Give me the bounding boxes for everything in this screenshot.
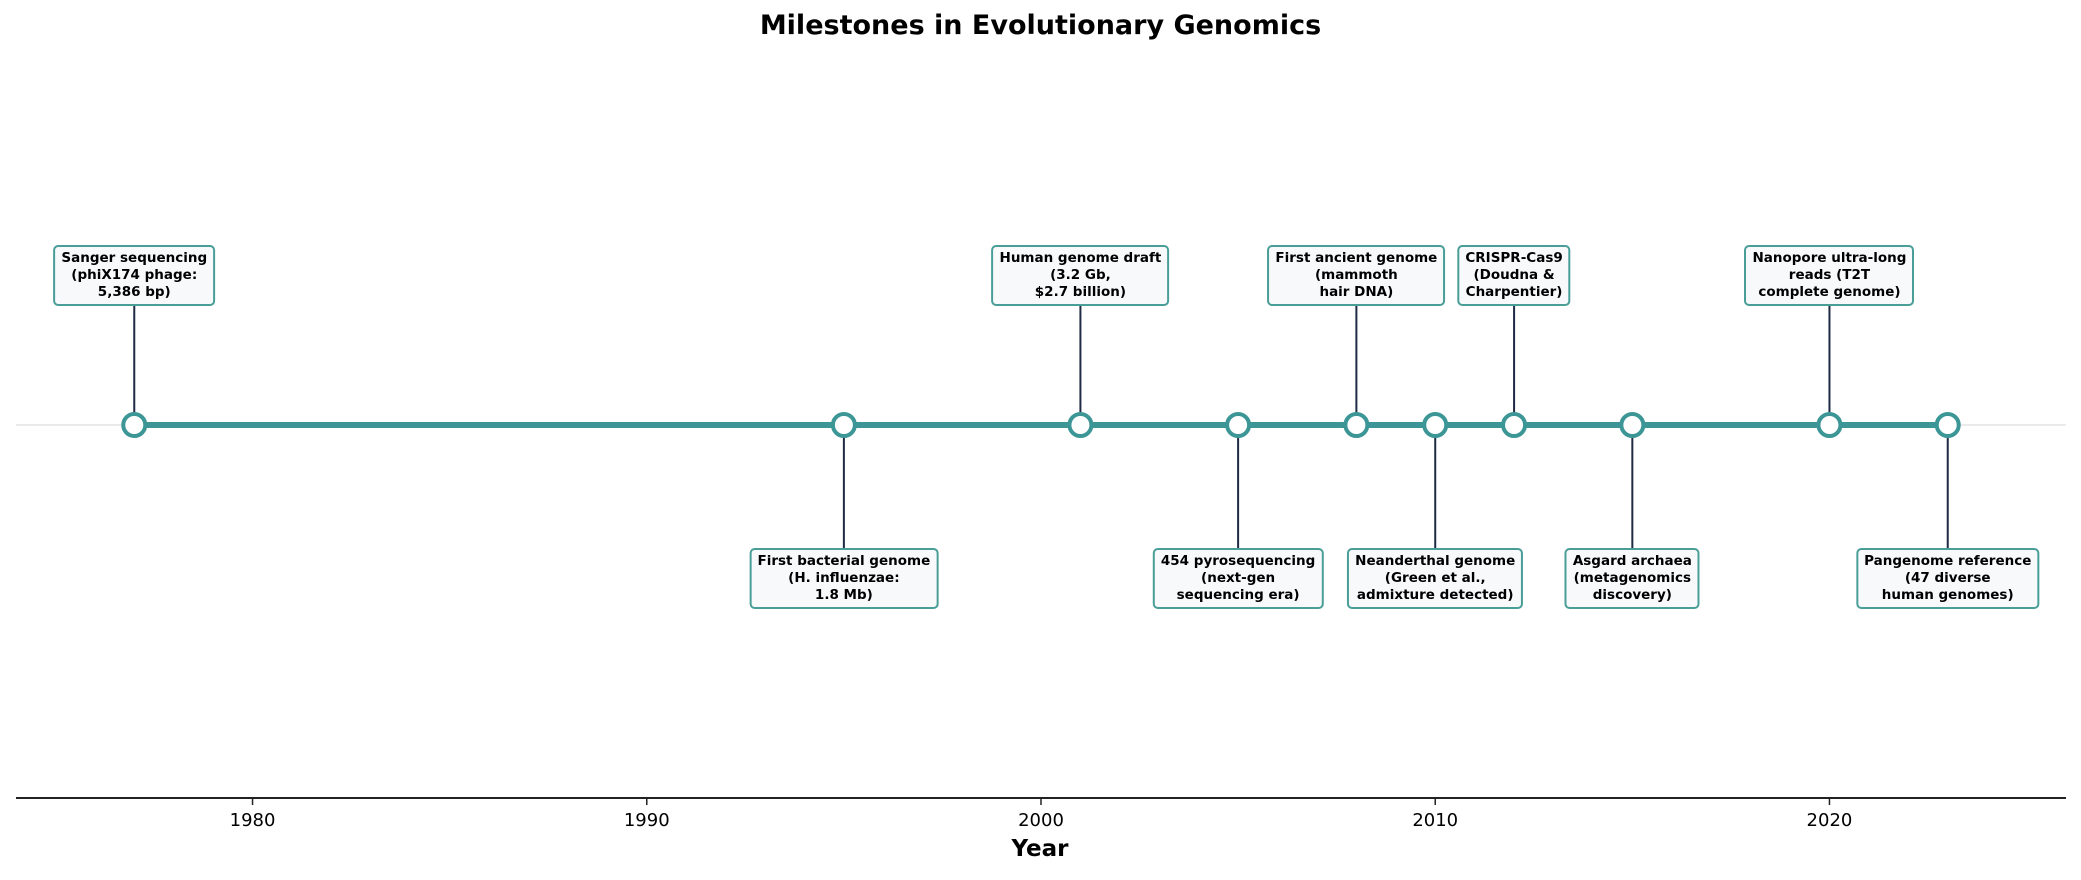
- x-tick-label: 2000: [1018, 810, 1064, 831]
- event-label: Asgard archaea (metagenomics discovery): [1564, 548, 1700, 609]
- event-marker: [1067, 412, 1094, 438]
- event-marker: [1225, 412, 1252, 438]
- chart-title: Milestones in Evolutionary Genomics: [759, 10, 1322, 41]
- event-marker: [1422, 412, 1449, 438]
- event-label: First bacterial genome (H. influenzae: 1…: [749, 548, 939, 609]
- event-marker: [1343, 412, 1370, 438]
- x-tick-label: 2010: [1412, 810, 1459, 831]
- event-label: CRISPR-Cas9 (Doudna & Charpentier): [1457, 245, 1571, 306]
- event-label: 454 pyrosequencing (next-gen sequencing …: [1152, 548, 1324, 609]
- event-label: Sanger sequencing (phiX174 phage: 5,386 …: [53, 245, 216, 306]
- event-marker: [1934, 412, 1961, 438]
- event-label: Neanderthal genome (Green et al., admixt…: [1347, 548, 1524, 609]
- x-tick-label: 1990: [623, 810, 670, 831]
- event-marker: [830, 412, 857, 438]
- event-marker: [1816, 412, 1843, 438]
- event-label: Nanopore ultra-long reads (T2T complete …: [1744, 245, 1915, 306]
- event-label: Human genome draft (3.2 Gb, $2.7 billion…: [991, 245, 1170, 306]
- event-label: First ancient genome (mammoth hair DNA): [1267, 245, 1446, 306]
- x-tick-label: 2020: [1806, 810, 1853, 831]
- event-marker: [1619, 412, 1646, 438]
- x-tick-label: 1980: [229, 810, 276, 831]
- x-axis-label: Year: [1011, 836, 1069, 862]
- event-label: Pangenome reference (47 diverse human ge…: [1856, 548, 2040, 609]
- event-marker: [121, 412, 148, 438]
- event-marker: [1501, 412, 1528, 438]
